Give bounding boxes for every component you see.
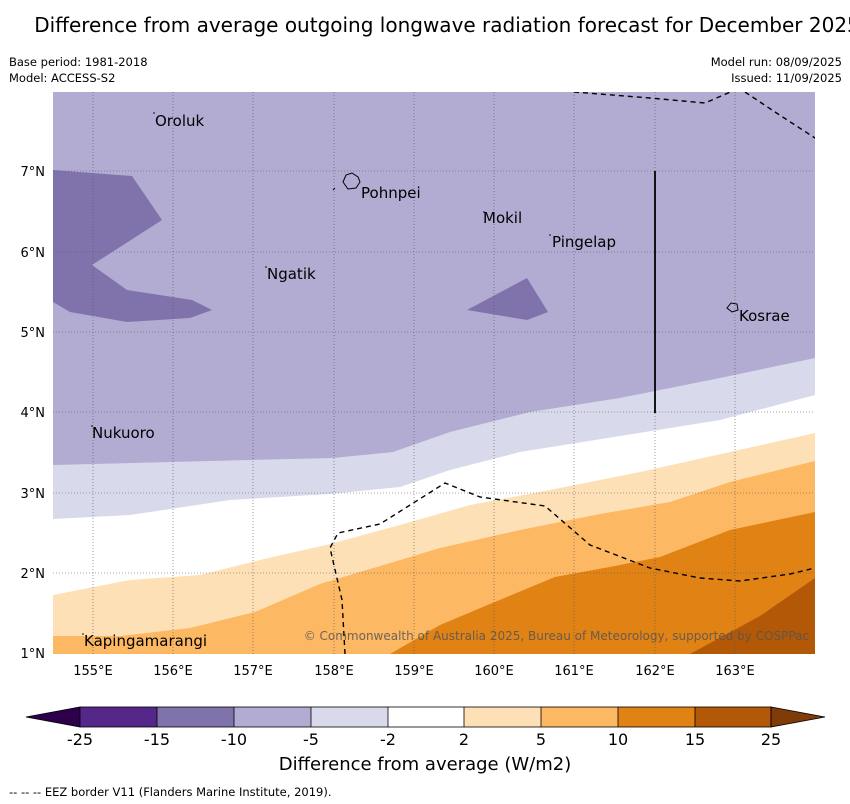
model-label: Model: ACCESS-S2 [9,71,116,85]
lon-tick: 159°E [394,664,434,679]
colorbar-dividers [79,706,772,728]
colorbar: -25 -15 -10 -5 -2 2 5 10 15 25 [25,706,826,749]
colorbar-tick: 10 [608,730,628,749]
lon-tick: 161°E [554,664,594,679]
meta-right: Model run: 08/09/2025 Issued: 11/09/2025 [711,54,842,86]
pohnpei-outline [342,172,361,190]
colorbar-swatch [311,707,388,727]
place-pohnpei: Pohnpei [361,184,421,202]
lat-tick: 7°N [21,165,46,180]
colorbar-swatch [618,707,695,727]
lat-tick: 2°N [21,567,46,582]
place-kapingamarangi: Kapingamarangi [84,632,207,650]
lon-tick: 156°E [153,664,193,679]
colorbar-swatch [157,707,234,727]
place-kosrae: Kosrae [739,307,790,325]
issued-label: Issued: 11/09/2025 [731,71,842,85]
colorbar-tick: -25 [67,730,93,749]
lat-ticks: 7°N 6°N 5°N 4°N 3°N 2°N 1°N [21,165,46,662]
lat-tick: 6°N [21,246,46,261]
kosrae-outline [726,302,739,313]
colorbar-tick: -2 [380,730,396,749]
lon-tick: 163°E [715,664,755,679]
lon-tick: 158°E [314,664,354,679]
lon-tick: 160°E [474,664,514,679]
island-marks [82,112,551,635]
colorbar-tick: 5 [536,730,546,749]
lat-tick: 3°N [21,487,46,502]
lon-tick: 162°E [635,664,675,679]
meta-left: Base period: 1981-2018 Model: ACCESS-S2 [9,54,148,86]
eez-border [329,92,815,654]
colorbar-extend-high [770,706,826,728]
colorbar-tick: 15 [685,730,705,749]
ant-atoll-mark [332,187,336,191]
lat-tick: 4°N [21,406,46,421]
lon-tick: 157°E [233,664,273,679]
colorbar-tick: -10 [221,730,247,749]
colorbar-swatch [80,707,157,727]
colorbar-tick: 2 [459,730,469,749]
place-oroluk: Oroluk [155,112,204,130]
colorbar-extend-low [25,706,81,728]
place-pingelap: Pingelap [552,233,616,251]
lat-tick: 1°N [21,647,46,662]
colorbar-swatch [695,707,771,727]
place-labels: Oroluk Pohnpei Mokil Pingelap Ngatik Kos… [84,112,790,650]
map-title: Difference from average outgoing longwav… [34,13,850,37]
base-period-label: Base period: 1981-2018 [9,55,148,69]
place-mokil: Mokil [483,209,522,227]
colorbar-swatch [388,707,464,727]
lon-tick: 155°E [73,664,113,679]
colorbar-swatch [464,707,541,727]
lat-tick: 5°N [21,326,46,341]
colorbar-swatch [234,707,311,727]
place-nukuoro: Nukuoro [92,424,155,442]
colorbar-tick: -15 [144,730,170,749]
model-run-label: Model run: 08/09/2025 [710,55,842,69]
colorbar-title: Difference from average (W/m2) [278,754,572,775]
colorbar-tick: -5 [303,730,319,749]
eez-footnote: -- -- -- EEZ border V11 (Flanders Marine… [9,785,332,799]
colorbar-swatch [541,707,618,727]
colorbar-ticks: -25 -15 -10 -5 -2 2 5 10 15 25 [67,730,781,749]
map-field: Oroluk Pohnpei Mokil Pingelap Ngatik Kos… [53,92,815,654]
copyright-notice: © Commonwealth of Australia 2025, Bureau… [304,629,809,643]
band-purple-dark-central [467,278,548,320]
band-orange [390,512,815,654]
place-ngatik: Ngatik [267,265,316,283]
colorbar-tick: 25 [761,730,781,749]
band-brown [690,578,815,654]
lon-ticks: 155°E 156°E 157°E 158°E 159°E 160°E 161°… [73,664,755,679]
